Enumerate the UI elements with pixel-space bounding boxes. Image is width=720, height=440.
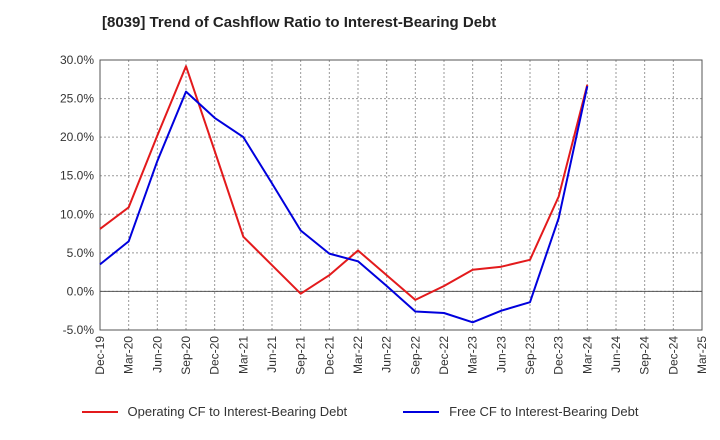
x-tick-label: Mar-22	[351, 336, 365, 374]
y-tick-label: 30.0%	[60, 53, 94, 67]
chart-title: [8039] Trend of Cashflow Ratio to Intere…	[102, 14, 497, 31]
x-tick-label: Jun-22	[380, 336, 394, 373]
series-line-free-cf	[99, 85, 589, 324]
legend-item-free-cf: Free CF to Interest-Bearing Debt	[403, 404, 638, 419]
x-tick-label: Dec-20	[208, 336, 222, 375]
x-tick-label: Jun-21	[265, 336, 279, 373]
x-tick-label: Dec-24	[666, 336, 680, 375]
x-tick-label: Sep-23	[523, 336, 537, 375]
x-tick-label: Jun-24	[609, 336, 623, 373]
series-line-operating-cf	[99, 65, 589, 301]
x-tick-label: Mar-20	[122, 336, 136, 374]
plot-frame	[99, 59, 703, 331]
legend-label-operating-cf: Operating CF to Interest-Bearing Debt	[127, 404, 348, 419]
y-tick-label: 0.0%	[67, 284, 95, 298]
y-tick-label: 10.0%	[60, 207, 94, 221]
legend-label-free-cf: Free CF to Interest-Bearing Debt	[449, 404, 639, 419]
legend-swatch-operating-cf	[81, 410, 118, 413]
x-tick-label: Mar-21	[236, 336, 250, 374]
y-tick-label: 20.0%	[60, 130, 94, 144]
x-tick-label: Jun-23	[494, 336, 508, 373]
x-tick-label: Jun-20	[150, 336, 164, 373]
legend-swatch-free-cf	[403, 410, 440, 413]
chart-legend: Operating CF to Interest-Bearing Debt Fr…	[0, 404, 720, 419]
legend-item-operating-cf: Operating CF to Interest-Bearing Debt	[81, 404, 348, 419]
x-tick-label: Mar-25	[695, 336, 709, 374]
x-tick-label: Sep-21	[294, 336, 308, 375]
x-tick-label: Dec-22	[437, 336, 451, 375]
x-tick-label: Sep-22	[408, 336, 422, 375]
x-tick-label: Dec-21	[322, 336, 336, 375]
y-tick-label: 15.0%	[60, 169, 94, 183]
x-tick-label: Sep-20	[179, 336, 193, 375]
cashflow-ratio-line-chart: 30.0%25.0%20.0%15.0%10.0%5.0%0.0%-5.0%De…	[60, 53, 709, 375]
x-tick-label: Mar-24	[580, 336, 594, 374]
x-tick-label: Mar-23	[466, 336, 480, 374]
x-tick-label: Dec-19	[93, 336, 107, 375]
x-tick-label: Dec-23	[552, 336, 566, 375]
y-tick-label: -5.0%	[63, 323, 95, 337]
y-tick-label: 25.0%	[60, 92, 94, 106]
x-tick-label: Sep-24	[638, 336, 652, 375]
y-tick-label: 5.0%	[67, 246, 95, 260]
